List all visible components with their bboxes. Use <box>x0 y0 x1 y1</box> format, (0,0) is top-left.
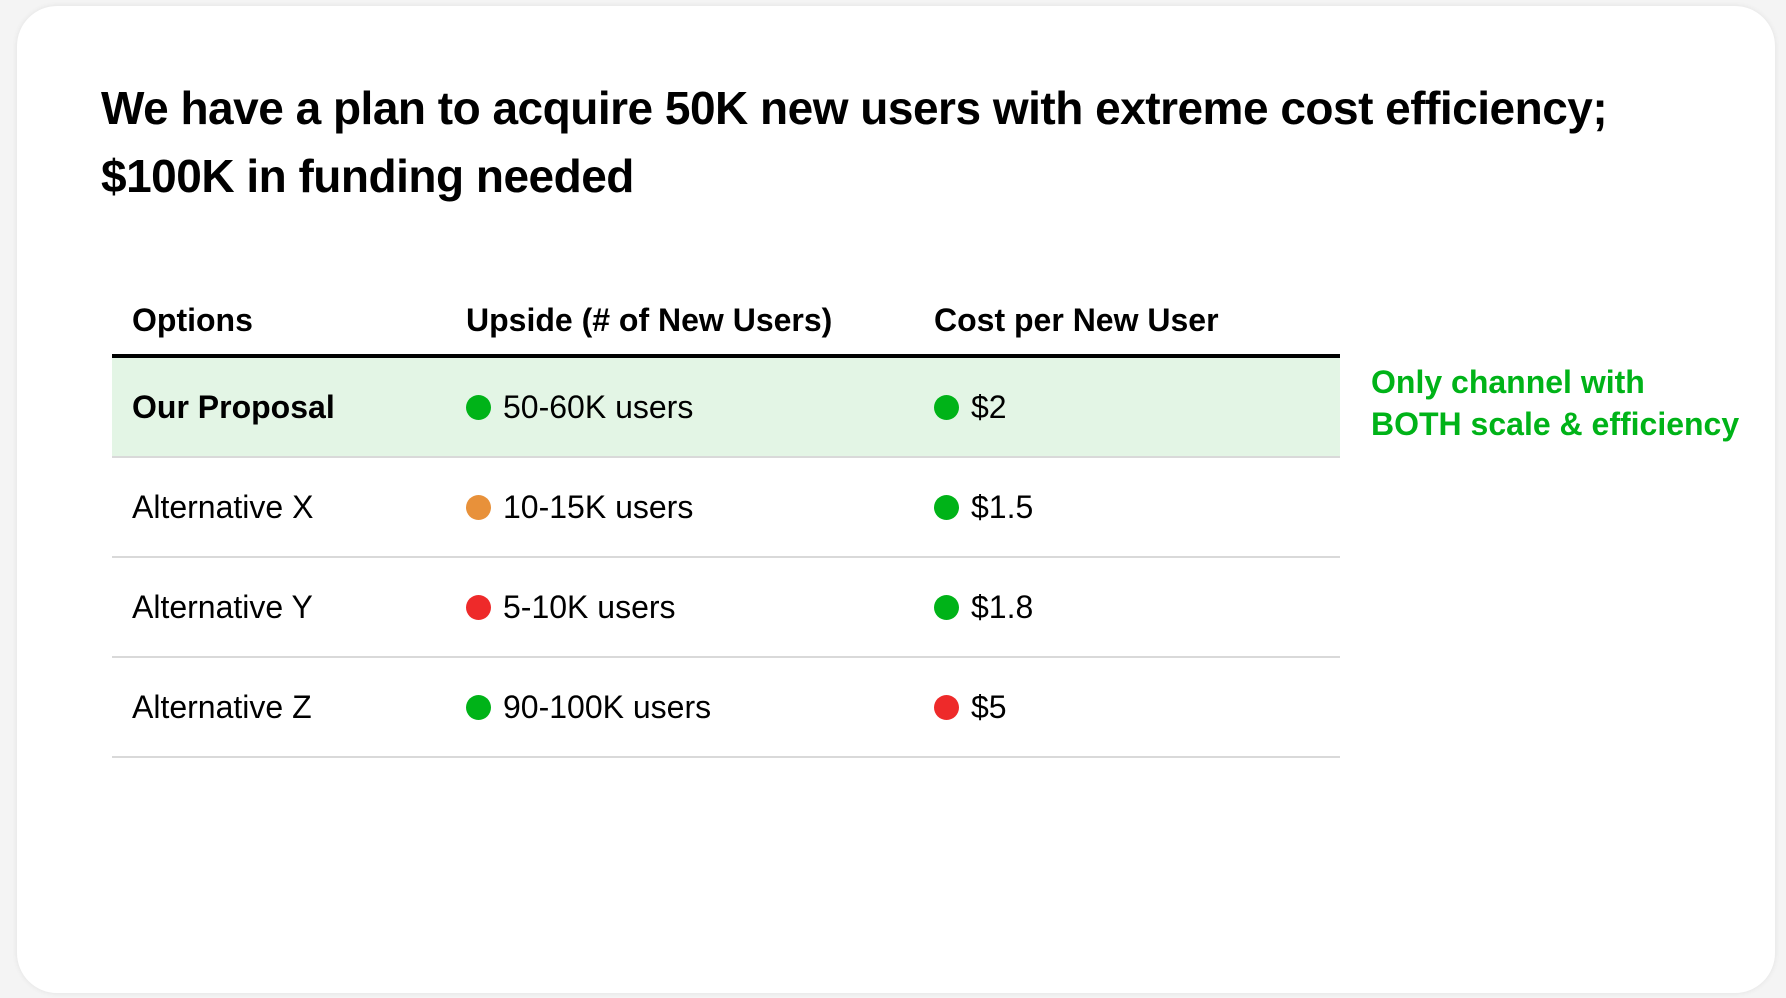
cost-cell: $2 <box>934 389 1340 426</box>
upside-value: 90-100K users <box>503 688 712 725</box>
status-dot-icon <box>466 694 491 720</box>
status-dot-icon <box>934 394 959 420</box>
option-name: Alternative Z <box>132 688 312 725</box>
upside-value: 10-15K users <box>503 488 694 525</box>
upside-value: 50-60K users <box>503 388 694 425</box>
header-cost: Cost per New User <box>934 301 1219 338</box>
table-row: Alternative Y 5-10K users $1.8 <box>112 558 1340 658</box>
upside-cell: 50-60K users <box>466 389 934 426</box>
table-header: Options Upside (# of New Users) Cost per… <box>112 286 1340 358</box>
callout-note: Only channel with BOTH scale & efficienc… <box>1371 361 1739 445</box>
cost-value: $2 <box>971 388 1007 425</box>
status-dot-icon <box>934 594 959 620</box>
callout-line-2: BOTH scale & efficiency <box>1371 406 1740 442</box>
options-table: Options Upside (# of New Users) Cost per… <box>112 286 1340 758</box>
status-dot-icon <box>466 594 491 620</box>
status-dot-icon <box>934 494 959 520</box>
option-name: Alternative Y <box>132 588 313 625</box>
table-row: Our Proposal 50-60K users $2 <box>112 358 1340 458</box>
callout-line-1: Only channel with <box>1371 364 1645 400</box>
cost-cell: $1.5 <box>934 489 1340 526</box>
table-row: Alternative Z 90-100K users $5 <box>112 658 1340 758</box>
cost-value: $1.8 <box>971 588 1034 625</box>
header-options: Options <box>132 301 253 338</box>
cost-value: $1.5 <box>971 488 1034 525</box>
table-row: Alternative X 10-15K users $1.5 <box>112 458 1340 558</box>
cost-cell: $5 <box>934 689 1340 726</box>
status-dot-icon <box>466 394 491 420</box>
upside-cell: 10-15K users <box>466 489 934 526</box>
option-name: Alternative X <box>132 488 314 525</box>
option-name: Our Proposal <box>132 388 335 425</box>
header-upside: Upside (# of New Users) <box>466 301 833 338</box>
status-dot-icon <box>934 694 959 720</box>
slide-card: We have a plan to acquire 50K new users … <box>17 6 1775 993</box>
slide-title: We have a plan to acquire 50K new users … <box>101 82 1608 202</box>
upside-value: 5-10K users <box>503 588 676 625</box>
upside-cell: 5-10K users <box>466 589 934 626</box>
cost-cell: $1.8 <box>934 589 1340 626</box>
cost-value: $5 <box>971 688 1007 725</box>
status-dot-icon <box>466 494 491 520</box>
upside-cell: 90-100K users <box>466 689 934 726</box>
